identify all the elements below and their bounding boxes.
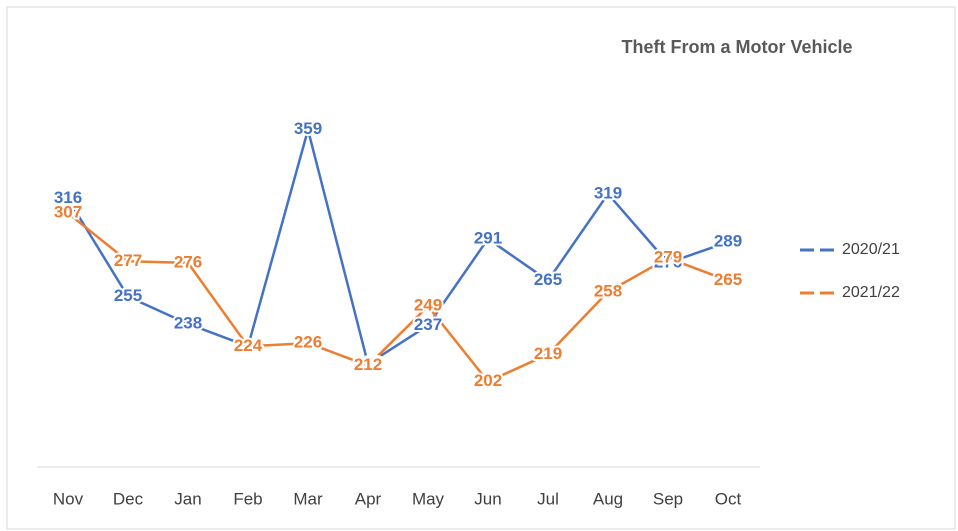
data-label: 279 — [654, 248, 682, 267]
data-label: 277 — [114, 251, 142, 270]
data-label: 276 — [654, 252, 682, 271]
x-tick-label: Jan — [174, 489, 201, 508]
data-label: 316 — [54, 188, 82, 207]
x-tick-label: May — [412, 489, 445, 508]
series-line — [67, 212, 729, 383]
data-label: 219 — [534, 344, 562, 363]
data-label: 226 — [294, 333, 322, 352]
data-label: 255 — [114, 286, 142, 305]
x-tick-label: Apr — [355, 489, 382, 508]
x-tick-label: Sep — [653, 489, 683, 508]
data-label: 359 — [294, 119, 322, 138]
data-label: 212 — [354, 355, 382, 374]
data-label: 258 — [594, 281, 622, 300]
data-label: 307 — [54, 203, 82, 222]
chart-border — [6, 6, 956, 530]
data-label: 319 — [594, 183, 622, 202]
data-label: 213 — [354, 353, 382, 372]
data-label: 237 — [414, 315, 442, 334]
data-label: 265 — [714, 270, 742, 289]
x-tick-label: Jul — [537, 489, 559, 508]
x-tick-label: Nov — [53, 489, 84, 508]
x-tick-label: Aug — [593, 489, 623, 508]
legend-label: 2020/21 — [842, 241, 900, 258]
x-tick-label: Oct — [715, 489, 742, 508]
x-tick-label: Dec — [113, 489, 144, 508]
data-label: 291 — [474, 228, 502, 247]
data-label: 238 — [174, 313, 202, 332]
legend-label: 2021/22 — [842, 284, 900, 301]
x-tick-label: Feb — [233, 489, 262, 508]
data-label: 265 — [534, 270, 562, 289]
data-label: 224 — [234, 336, 263, 355]
series-line — [66, 128, 729, 366]
data-label: 276 — [174, 252, 202, 271]
x-tick-label: Jun — [474, 489, 501, 508]
data-label: 202 — [474, 371, 502, 390]
data-label: 224 — [234, 336, 263, 355]
x-tick-label: Mar — [293, 489, 323, 508]
chart-title: Theft From a Motor Vehicle — [621, 37, 852, 57]
data-label: 289 — [714, 232, 742, 251]
data-label: 249 — [414, 296, 442, 315]
